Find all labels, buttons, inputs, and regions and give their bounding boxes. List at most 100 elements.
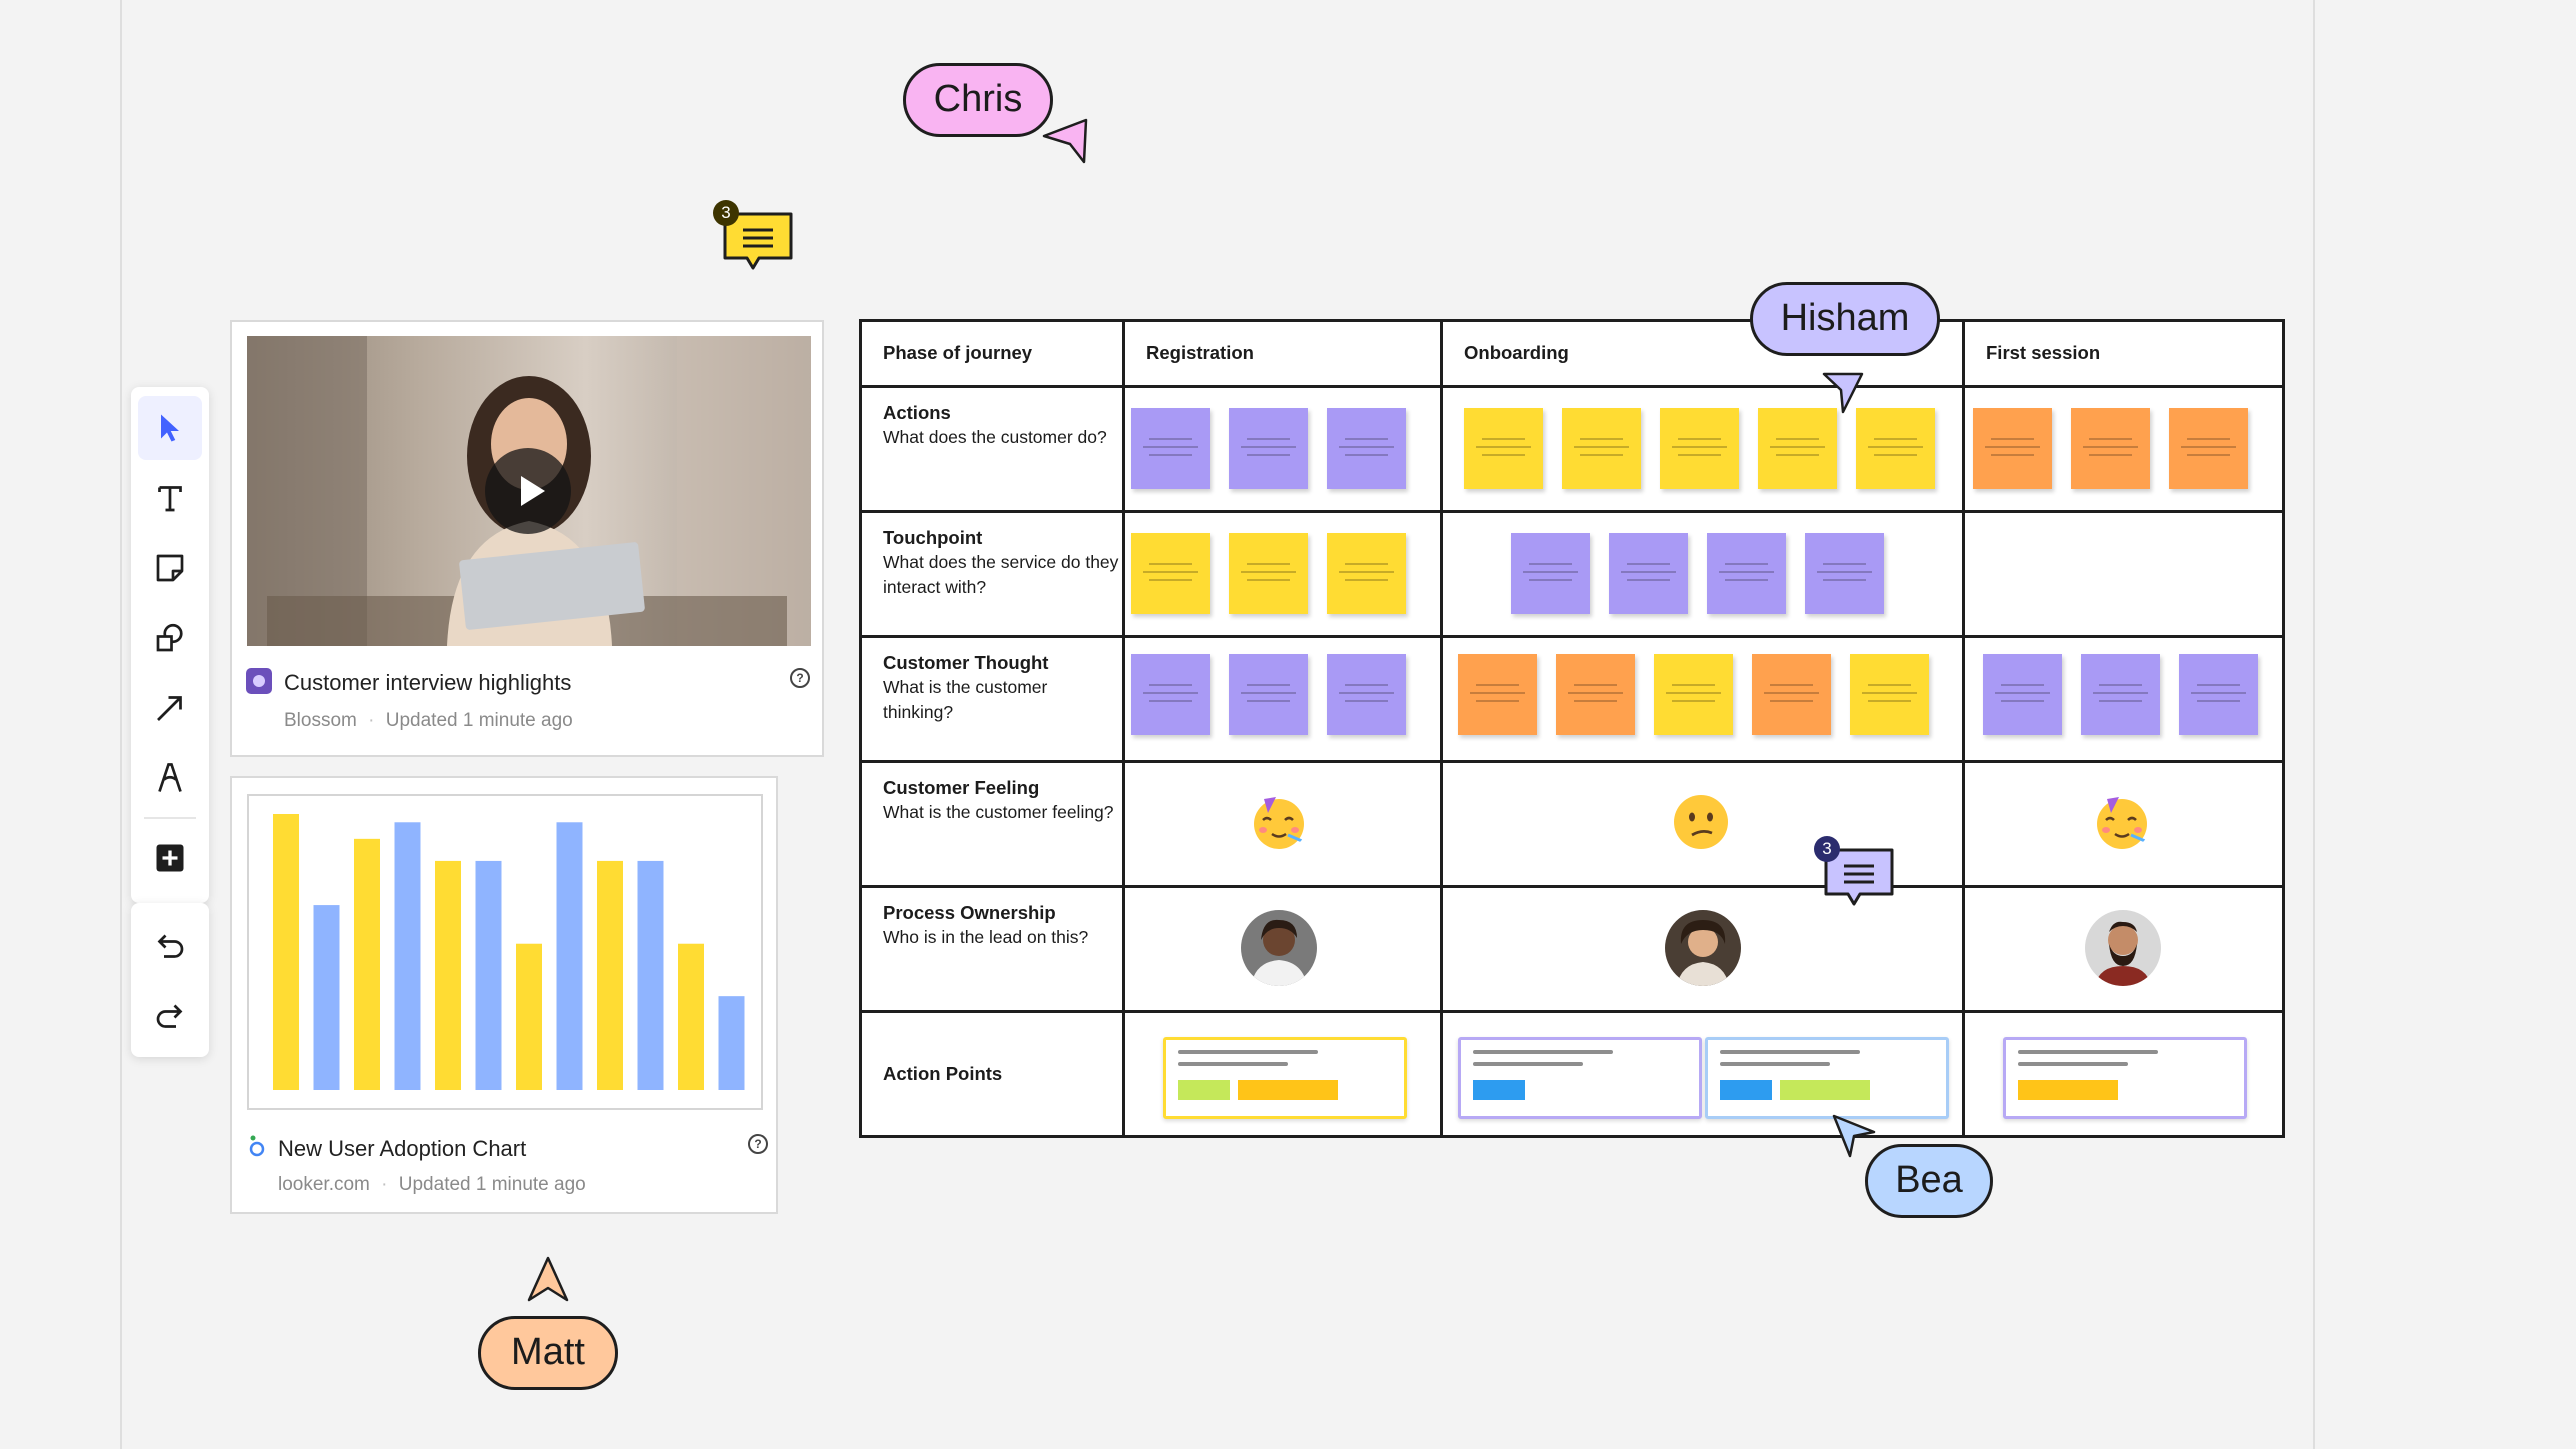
row-label: Process Ownership Who is in the lead on t…	[862, 888, 1122, 950]
sticky-note[interactable]	[1654, 654, 1733, 735]
phase-cell-first-session[interactable]: First session	[1962, 319, 2285, 388]
journey-row-process-ownership: Process Ownership Who is in the lead on t…	[859, 885, 2285, 1013]
arrow-line-icon	[157, 696, 182, 721]
cell-actions-onboarding[interactable]	[1440, 385, 1965, 513]
sticky-note[interactable]	[1609, 533, 1688, 614]
text-tool[interactable]	[138, 466, 202, 530]
avatar[interactable]	[1241, 910, 1317, 986]
avatar[interactable]	[2085, 910, 2161, 986]
journey-row-customer-thought: Customer Thought What is the customer thi…	[859, 635, 2285, 763]
cell-touchpoint-onboarding[interactable]	[1440, 510, 1965, 638]
sticky-note[interactable]	[1707, 533, 1786, 614]
sticky-note[interactable]	[1131, 533, 1210, 614]
sticky-note[interactable]	[1856, 408, 1935, 489]
cell-owner-registration[interactable]	[1122, 885, 1443, 1013]
help-icon[interactable]: ?	[748, 1134, 768, 1154]
row-label-cell[interactable]: Touchpoint What does the service do they …	[859, 510, 1125, 638]
cell-touchpoint-first-session[interactable]	[1962, 510, 2285, 638]
sticky-note[interactable]	[1458, 654, 1537, 735]
cell-actions-first-session[interactable]	[1962, 385, 2285, 513]
cell-thought-registration[interactable]	[1122, 635, 1443, 763]
sticky-note[interactable]	[1983, 654, 2062, 735]
redo-button[interactable]	[138, 984, 202, 1048]
cell-feeling-registration[interactable]	[1122, 760, 1443, 888]
cell-thought-onboarding[interactable]	[1440, 635, 1965, 763]
cell-action-points-first-session[interactable]	[1962, 1010, 2285, 1138]
action-point-card[interactable]	[1705, 1037, 1949, 1119]
sticky-note[interactable]	[1327, 408, 1406, 489]
row-label: Customer Thought What is the customer thi…	[862, 638, 1122, 725]
cell-owner-first-session[interactable]	[1962, 885, 2285, 1013]
sticky-note[interactable]	[1511, 533, 1590, 614]
cell-owner-onboarding[interactable]	[1440, 885, 1965, 1013]
pen-tool[interactable]	[138, 746, 202, 810]
phase-cell-registration[interactable]: Registration	[1122, 319, 1443, 388]
cell-feeling-first-session[interactable]	[1962, 760, 2285, 888]
sticky-note[interactable]	[1464, 408, 1543, 489]
chart-meta: looker.com · Updated 1 minute ago	[278, 1174, 586, 1196]
sticky-note[interactable]	[1805, 533, 1884, 614]
collaborator-cursor-bea: Bea	[1865, 1144, 1993, 1218]
action-point-card[interactable]	[1163, 1037, 1407, 1119]
comment-thread[interactable]: 3	[1812, 836, 1902, 921]
row-label-cell[interactable]: Action Points	[859, 1010, 1125, 1138]
comment-count-badge: 3	[713, 200, 739, 226]
sticky-note[interactable]	[1556, 654, 1635, 735]
cursor-arrow-icon	[1832, 1114, 1876, 1158]
customer-journey-map[interactable]: Phase of journey Registration Onboarding…	[859, 319, 2285, 1138]
sticky-note[interactable]	[1327, 533, 1406, 614]
sticky-note[interactable]	[1229, 533, 1308, 614]
sticky-note[interactable]	[1131, 408, 1210, 489]
sticky-note[interactable]	[2071, 408, 2150, 489]
cell-thought-first-session[interactable]	[1962, 635, 2285, 763]
play-button[interactable]	[485, 448, 571, 534]
chart-title[interactable]: New User Adoption Chart	[278, 1136, 527, 1161]
phase-cell-onboarding[interactable]: Onboarding	[1440, 319, 1965, 388]
chart-bar	[597, 860, 623, 1090]
help-icon[interactable]: ?	[790, 668, 810, 688]
cell-actions-registration[interactable]	[1122, 385, 1443, 513]
video-embed-card[interactable]: Customer interview highlights Blossom · …	[230, 320, 824, 757]
row-label-cell[interactable]: Process Ownership Who is in the lead on t…	[859, 885, 1125, 1013]
cell-action-points-registration[interactable]	[1122, 1010, 1443, 1138]
sticky-note[interactable]	[1973, 408, 2052, 489]
sticky-note[interactable]	[1850, 654, 1929, 735]
sticky-note[interactable]	[1229, 408, 1308, 489]
cell-action-points-onboarding[interactable]	[1440, 1010, 1965, 1138]
avatar[interactable]	[1665, 910, 1741, 986]
row-description: What does the service do they interact w…	[883, 552, 1119, 597]
phase-first-session: First session	[1986, 342, 2101, 363]
sticky-note[interactable]	[1327, 654, 1406, 735]
sticky-note[interactable]	[1562, 408, 1641, 489]
undo-button[interactable]	[138, 914, 202, 978]
comment-thread[interactable]: 3	[711, 200, 801, 285]
sticky-note[interactable]	[1752, 654, 1831, 735]
cell-touchpoint-registration[interactable]	[1122, 510, 1443, 638]
chart-embed-card[interactable]: New User Adoption Chart looker.com · Upd…	[230, 776, 778, 1214]
more-tools[interactable]	[138, 826, 202, 890]
blossom-logo-icon	[246, 668, 272, 694]
sticky-note[interactable]	[1229, 654, 1308, 735]
row-label-cell[interactable]: Actions What does the customer do?	[859, 385, 1125, 513]
sticky-note[interactable]	[2169, 408, 2248, 489]
sticky-note[interactable]	[1660, 408, 1739, 489]
sticky-note[interactable]	[2179, 654, 2258, 735]
video-thumbnail[interactable]	[247, 336, 811, 646]
action-point-card[interactable]	[2003, 1037, 2247, 1119]
row-label-cell[interactable]: Customer Thought What is the customer thi…	[859, 635, 1125, 763]
action-point-card[interactable]	[1458, 1037, 1702, 1119]
chart-bar	[678, 943, 704, 1090]
pen-icon	[158, 763, 182, 792]
sticky-note[interactable]	[2081, 654, 2160, 735]
connector-tool[interactable]	[138, 676, 202, 740]
video-title[interactable]: Customer interview highlights	[284, 670, 572, 695]
shapes-tool[interactable]	[138, 606, 202, 670]
journey-row-action-points: Action Points	[859, 1010, 2285, 1138]
sticky-note-tool[interactable]	[138, 536, 202, 600]
select-tool[interactable]	[138, 396, 202, 460]
row-title: Process Ownership	[883, 902, 1056, 923]
row-label-cell[interactable]: Customer Feeling What is the customer fee…	[859, 760, 1125, 888]
phase-header-cell[interactable]: Phase of journey	[859, 319, 1125, 388]
sticky-note[interactable]	[1131, 654, 1210, 735]
sticky-note[interactable]	[1758, 408, 1837, 489]
